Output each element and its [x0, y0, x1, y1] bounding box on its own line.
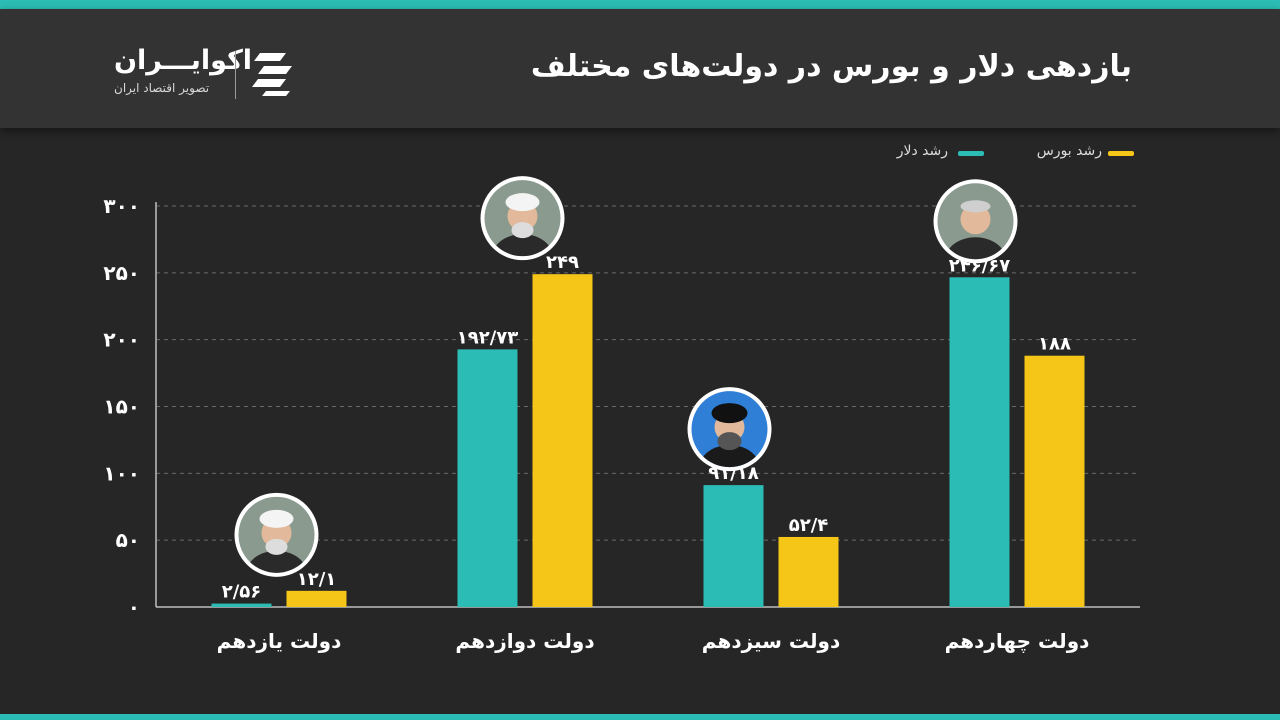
portrait-beard: [265, 538, 288, 555]
portrait-shoulders: [945, 237, 1006, 260]
portrait-beard: [717, 432, 742, 451]
portraits: [234, 176, 1018, 577]
portrait-shoulders: [246, 550, 307, 573]
portrait-icon: [480, 176, 565, 261]
bar-bourse: [532, 274, 593, 607]
logo-mark-icon: [252, 53, 292, 96]
data-label-dollar: ۱۹۲/۷۳: [457, 327, 519, 348]
y-tick-label: ۲۰۰: [103, 328, 140, 352]
category-label: دولت یازدهم: [217, 629, 342, 653]
y-tick-label: ۰: [128, 595, 140, 619]
portrait-turban: [505, 193, 540, 212]
legend-label-dollar: رشد دلار: [896, 143, 948, 159]
portrait-turban-icon: [687, 387, 772, 472]
legend-item-dollar: رشد دلار: [880, 141, 990, 165]
portrait-icon: [933, 179, 1018, 264]
portrait-figure: [492, 193, 553, 257]
data-label-bourse: ۱۸۸: [1038, 334, 1071, 355]
logo-tagline: تصویر اقتصاد ایران: [114, 81, 210, 95]
grid-lines: [156, 205, 1140, 541]
portrait-hair: [960, 200, 991, 213]
portrait-shoulders: [699, 445, 760, 468]
bar-dollar: [949, 277, 1010, 607]
y-tick-label: ۲۵۰: [103, 261, 140, 285]
bar-bourse: [1024, 355, 1085, 607]
bottom-accent-stripe: [0, 714, 1280, 720]
data-label-bourse: ۲۴۹: [546, 252, 579, 273]
legend-swatch-dollar: [958, 151, 984, 156]
category-label: دولت دوازدهم: [455, 629, 594, 653]
portrait-beard: [511, 222, 534, 239]
legend-label-bourse: رشد بورس: [1036, 143, 1102, 159]
data-label-dollar: ۲/۵۶: [222, 582, 262, 603]
portrait-figure: [246, 509, 307, 573]
header-bar: بازدهی دلار و بورس در دولت‌های مختلف اکو…: [0, 9, 1280, 128]
portrait-face: [960, 204, 991, 235]
data-label-bourse: ۵۲/۴: [789, 515, 829, 536]
bar-dollar: [703, 485, 764, 607]
portrait-figure: [699, 403, 760, 468]
portrait-figure: [945, 200, 1006, 260]
bar-bourse: [286, 590, 347, 607]
bar-bourse: [778, 536, 839, 607]
legend-swatch-bourse: [1108, 151, 1134, 156]
bars: [211, 274, 1085, 607]
portrait-turban: [259, 509, 294, 528]
y-tick-label: ۱۵۰: [103, 395, 140, 419]
page-title: بازدهی دلار و بورس در دولت‌های مختلف: [530, 49, 1132, 84]
top-accent-stripe: [0, 0, 1280, 9]
portrait-turban: [711, 403, 748, 424]
category-label: دولت سیزدهم: [702, 629, 840, 653]
y-tick-label: ۵۰: [116, 528, 140, 552]
legend-item-bourse: رشد بورس: [1020, 141, 1138, 165]
y-tick-label: ۱۰۰: [103, 461, 140, 485]
y-tick-label: ۳۰۰: [103, 194, 140, 218]
bar-dollar: [457, 349, 518, 607]
portrait-shoulders: [492, 234, 553, 257]
category-label: دولت چهاردهم: [945, 629, 1090, 654]
data-label-bourse: ۱۲/۱: [297, 569, 337, 590]
portrait-icon: [234, 492, 319, 577]
data-labels: ۲/۵۶ ۱۲/۱ دولت یازدهم ۱۹۲/۷۳ ۲۴۹ دولت دوازدهم…: [217, 252, 1090, 654]
logo-divider: [235, 51, 236, 99]
logo-name: اکوایـــران: [114, 45, 253, 76]
bar-dollar: [211, 603, 272, 607]
